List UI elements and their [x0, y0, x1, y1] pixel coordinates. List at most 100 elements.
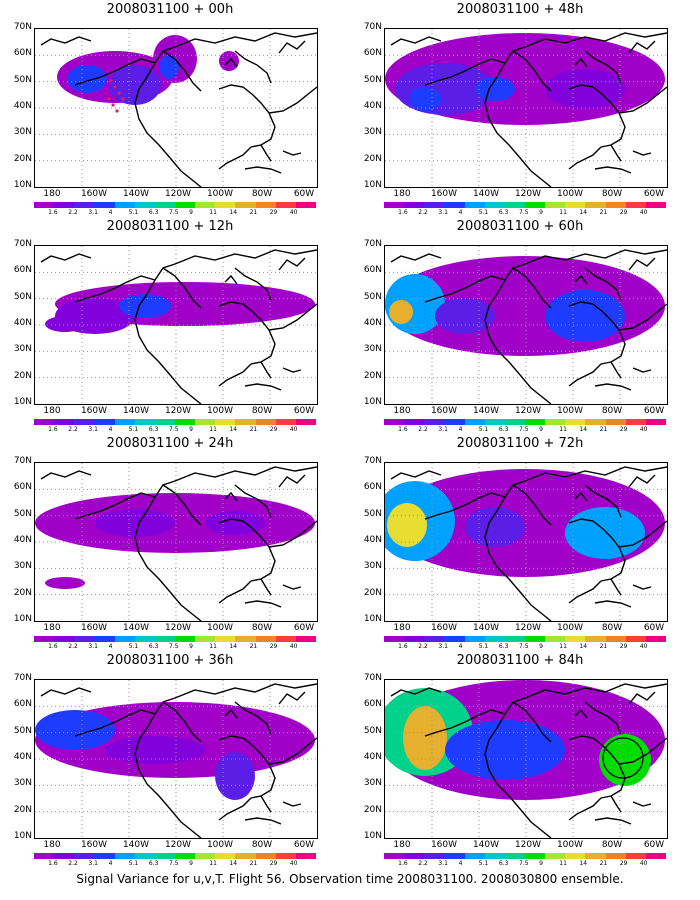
lat-tick-label: 20N: [13, 587, 32, 598]
colorbar: [384, 202, 666, 208]
lon-tick-label: 60W: [643, 623, 665, 633]
colorbar-swatch: [54, 202, 75, 208]
coastline: [234, 484, 272, 518]
flight-track-point: [107, 97, 111, 101]
coastline: [610, 795, 622, 813]
variance-map: [34, 462, 318, 622]
coastline: [512, 701, 552, 743]
coastline: [224, 491, 238, 502]
coastline: [224, 274, 238, 285]
colorbar-label: 1.6: [398, 209, 408, 216]
lon-tick-label: 60W: [643, 189, 665, 199]
forecast-panel: 2008031100 + 12h 70N 60N 50N 40N 30N 20N 10N 180…: [0, 217, 340, 433]
colorbar: [34, 853, 316, 859]
coastline: [512, 50, 552, 92]
colorbar-swatch: [235, 419, 256, 425]
colorbar-label: 21: [599, 860, 608, 867]
lon-tick-label: 80W: [251, 840, 273, 850]
coastline: [628, 40, 656, 54]
coastline: [282, 584, 302, 590]
lat-tick-label: 20N: [13, 370, 32, 381]
coastline: [632, 150, 652, 156]
lat-tick-label: 10N: [363, 831, 382, 841]
lat-tick-label: 30N: [363, 778, 382, 789]
colorbar: [384, 853, 666, 859]
variance-contour: [409, 87, 441, 111]
coastline: [244, 817, 282, 825]
lon-tick-label: 120W: [164, 189, 192, 199]
coastline: [278, 40, 306, 54]
lat-tick-label: 50N: [13, 725, 32, 736]
colorbar-label: 6.3: [498, 209, 509, 216]
variance-map: [34, 28, 318, 188]
variance-contour: [475, 77, 515, 101]
colorbar-label: 3.1: [88, 426, 98, 433]
colorbar-swatch: [384, 853, 405, 859]
colorbar-swatch: [625, 853, 646, 859]
colorbar-swatch: [605, 636, 626, 642]
lon-tick-label: 100W: [206, 623, 234, 633]
colorbar-label: 3.1: [88, 209, 98, 216]
colorbar-label: 40: [289, 643, 298, 650]
lon-tick-label: 120W: [164, 840, 192, 850]
coastline: [484, 32, 667, 187]
lon-tick-label: 80W: [601, 623, 623, 633]
colorbar-swatch: [484, 202, 505, 208]
colorbar-label: 29: [269, 209, 278, 216]
colorbar-swatch: [215, 636, 236, 642]
lon-tick-label: 80W: [601, 189, 623, 199]
variance-map: [384, 462, 668, 622]
lon-tick-label: 180: [43, 840, 61, 850]
lon-tick-label: 180: [393, 623, 411, 633]
lon-tick-label: 180: [43, 189, 61, 199]
colorbar-label: 40: [639, 426, 648, 433]
colorbar-label: 11: [559, 643, 567, 650]
coastline: [594, 600, 632, 608]
coastline: [134, 466, 317, 621]
colorbar-label: 40: [289, 860, 298, 867]
colorbar-swatch: [484, 419, 505, 425]
coastline: [390, 253, 442, 263]
coastline: [218, 84, 276, 148]
colorbar-swatch: [565, 853, 586, 859]
lat-tick-label: 50N: [13, 508, 32, 519]
coastline: [40, 470, 92, 480]
colorbar-label: 5.1: [478, 643, 489, 650]
colorbar-swatch: [54, 853, 75, 859]
colorbar-swatch: [275, 202, 296, 208]
coastline: [224, 708, 238, 719]
colorbar-labels: 1.6 2.2 3.1 4 5.1 6.3 7.5 9 11 14 21 29 40: [384, 426, 666, 434]
colorbar-label: 21: [249, 426, 258, 433]
coastline: [74, 275, 156, 303]
colorbar-swatch: [74, 419, 95, 425]
colorbar-label: 3.1: [438, 860, 448, 867]
coastline: [390, 36, 442, 46]
lat-tick-label: 70N: [13, 22, 32, 32]
lat-tick-label: 10N: [13, 397, 32, 407]
figure-caption: Signal Variance for u,v,T. Flight 56. Ob…: [76, 872, 624, 886]
colorbar-label: 2.2: [68, 209, 78, 216]
colorbar-swatch: [524, 202, 546, 208]
colorbar-swatch: [625, 202, 646, 208]
coastline: [278, 691, 306, 705]
flight-track-point: [117, 91, 121, 95]
coastline: [628, 691, 656, 705]
colorbar-swatch: [275, 636, 296, 642]
variance-contour: [387, 503, 427, 547]
lat-tick-label: 10N: [363, 397, 382, 407]
variance-map: [34, 679, 318, 839]
lon-tick-label: 120W: [514, 623, 542, 633]
colorbar-swatch: [195, 636, 216, 642]
lon-tick-label: 100W: [556, 189, 584, 199]
colorbar-label: 1.6: [48, 643, 58, 650]
coastline: [234, 267, 272, 301]
lat-tick-label: 40N: [13, 101, 32, 111]
coastline: [282, 150, 302, 156]
coastline: [568, 518, 626, 582]
panel-title: 2008031100 + 60h: [456, 219, 584, 234]
coastline: [260, 795, 272, 813]
colorbar-swatch: [524, 419, 546, 425]
colorbar-label: 6.3: [148, 426, 159, 433]
colorbar-label: 21: [599, 426, 608, 433]
lon-tick-label: 120W: [514, 406, 542, 416]
